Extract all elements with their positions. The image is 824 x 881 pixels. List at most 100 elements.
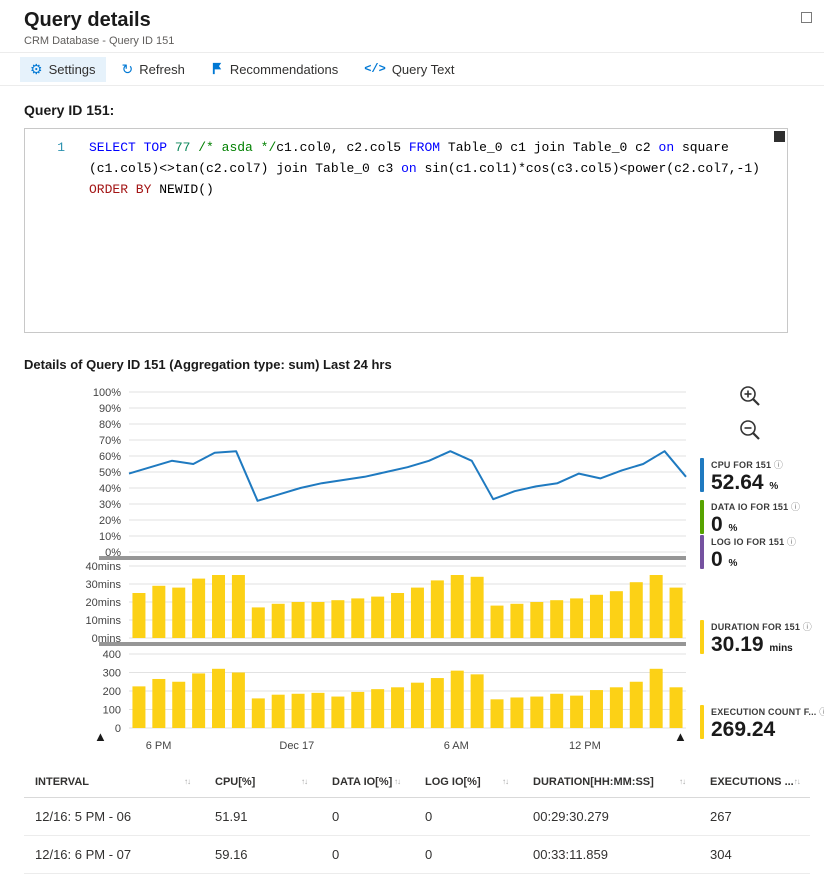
column-header-data-io[interactable]: DATA IO[%] ↑↓ — [332, 775, 401, 788]
sort-icon[interactable]: ↑↓ — [394, 777, 401, 786]
svg-text:0%: 0% — [105, 547, 121, 556]
cell-cpu: 51.91 — [215, 809, 248, 824]
legend-cpu-label: CPU FOR 151 — [711, 460, 772, 470]
zoom-in-icon[interactable] — [738, 384, 762, 408]
sql-editor: 1 SELECT TOP 77 /* asda */c1.col0, c2.co… — [24, 128, 788, 333]
svg-text:10mins: 10mins — [86, 615, 122, 627]
column-header-log-io[interactable]: LOG IO[%] ↑↓ — [425, 775, 509, 788]
toolbar-settings[interactable]: ⚙ Settings — [20, 56, 106, 82]
legend-data-io-value: 0 — [711, 513, 723, 536]
svg-text:0: 0 — [115, 723, 121, 732]
info-icon[interactable]: ⓘ — [802, 622, 812, 632]
info-icon[interactable]: ⓘ — [791, 502, 801, 512]
legend-executions-value: 269.24 — [711, 718, 776, 741]
table-row[interactable]: 12/16: 6 PM - 07 59.16 0 0 00:33:11.859 … — [24, 836, 810, 874]
legend-duration-label: DURATION FOR 151 — [711, 622, 801, 632]
toolbar-settings-label: Settings — [48, 61, 96, 77]
toolbar-refresh-label: Refresh — [139, 61, 185, 77]
legend-data-io-label: DATA IO FOR 151 — [711, 502, 789, 512]
sort-icon[interactable]: ↑↓ — [679, 777, 686, 786]
toolbar: ⚙ Settings ↻ Refresh Recommendations </>… — [0, 52, 824, 86]
code-icon: </> — [364, 62, 386, 76]
svg-text:200: 200 — [103, 686, 121, 698]
svg-text:30mins: 30mins — [86, 579, 122, 591]
svg-text:20mins: 20mins — [86, 597, 122, 609]
x-axis-label: Dec 17 — [279, 740, 315, 752]
column-header-duration[interactable]: DURATION[HH:MM:SS] ↑↓ — [533, 775, 686, 788]
x-axis-label: 6 AM — [443, 740, 469, 752]
svg-text:100: 100 — [103, 705, 121, 717]
legend-color-bar — [700, 535, 704, 569]
svg-text:30%: 30% — [99, 499, 121, 511]
cell-data-io: 0 — [332, 809, 340, 824]
cell-duration: 00:33:11.859 — [533, 847, 608, 862]
column-header-interval[interactable]: INTERVAL ↑↓ — [35, 775, 191, 788]
charts-area: 0% 10% 20% 30% 40% 50% 60% 70% 80% 90% 100% 0mins 1… — [24, 384, 824, 756]
info-icon[interactable]: ⓘ — [773, 460, 784, 470]
info-icon[interactable]: ⓘ — [787, 537, 797, 547]
executions-bar-chart[interactable]: 0 100 200 300 400 — [24, 646, 692, 732]
cell-interval: 12/16: 6 PM - 07 — [35, 847, 132, 862]
recommendations-icon — [211, 62, 224, 77]
sort-icon[interactable]: ↑↓ — [502, 777, 509, 786]
svg-text:50%: 50% — [99, 467, 121, 479]
x-axis-label: 12 PM — [569, 740, 601, 752]
cell-cpu: 59.16 — [215, 847, 248, 862]
range-handle-left[interactable]: ▲ — [94, 729, 107, 744]
line-number: 1 — [57, 140, 65, 155]
legend-color-bar — [700, 620, 704, 654]
svg-text:40mins: 40mins — [86, 561, 122, 573]
column-header-executions[interactable]: EXECUTIONS ... ↑↓ — [710, 775, 801, 788]
scrollbar-thumb[interactable] — [774, 131, 785, 142]
info-icon[interactable]: ⓘ — [819, 707, 824, 717]
toolbar-recommendations[interactable]: Recommendations — [201, 57, 348, 82]
column-header-cpu[interactable]: CPU[%] ↑↓ — [215, 775, 308, 788]
panel-header: Query details CRM Database - Query ID 15… — [0, 0, 824, 52]
sort-icon[interactable]: ↑↓ — [184, 777, 191, 786]
toolbar-query-text-label: Query Text — [391, 61, 455, 77]
cell-data-io: 0 — [332, 847, 340, 862]
duration-bar-chart[interactable]: 0mins 10mins 20mins 30mins 40mins — [24, 560, 692, 642]
sort-icon[interactable]: ↑↓ — [793, 777, 801, 786]
legend-log-io-value: 0 — [711, 548, 723, 571]
page-title: Query details — [24, 9, 151, 31]
cell-executions: 267 — [710, 809, 732, 824]
x-axis: 6 PM Dec 17 6 AM 12 PM — [24, 732, 824, 756]
range-track-2[interactable] — [99, 642, 686, 646]
legend-log-io: LOG IO FOR 151 ⓘ 0 % — [700, 535, 796, 571]
query-id-label: Query ID 151: — [24, 102, 115, 118]
breadcrumb: CRM Database - Query ID 151 — [24, 35, 175, 47]
sql-code: SELECT TOP 77 /* asda */c1.col0, c2.col5… — [89, 140, 768, 197]
svg-text:300: 300 — [103, 668, 121, 680]
close-icon[interactable] — [801, 12, 812, 23]
legend-data-io: DATA IO FOR 151 ⓘ 0 % — [700, 500, 800, 536]
toolbar-refresh[interactable]: ↻ Refresh — [112, 57, 195, 82]
cell-executions: 304 — [710, 847, 732, 862]
svg-text:0mins: 0mins — [92, 633, 122, 642]
svg-text:10%: 10% — [99, 531, 121, 543]
legend-cpu-value: 52.64 — [711, 471, 764, 494]
cell-log-io: 0 — [425, 809, 433, 824]
legend-duration: DURATION FOR 151 ⓘ 30.19 mins — [700, 620, 812, 656]
details-heading: Details of Query ID 151 (Aggregation typ… — [24, 357, 392, 372]
table-row[interactable]: 12/16: 5 PM - 06 51.91 0 0 00:29:30.279 … — [24, 798, 810, 836]
svg-text:80%: 80% — [99, 419, 121, 431]
zoom-out-icon[interactable] — [738, 418, 762, 442]
legend-executions: EXECUTION COUNT F... ⓘ 269.24 — [700, 705, 824, 741]
toolbar-recommendations-label: Recommendations — [229, 61, 339, 77]
legend-executions-label: EXECUTION COUNT F... — [711, 707, 817, 717]
cpu-line-chart[interactable]: 0% 10% 20% 30% 40% 50% 60% 70% 80% 90% 100% — [24, 384, 692, 556]
svg-text:90%: 90% — [99, 403, 121, 415]
range-handle-right[interactable]: ▲ — [674, 729, 687, 744]
svg-text:40%: 40% — [99, 483, 121, 495]
cell-duration: 00:29:30.279 — [533, 809, 609, 824]
range-track-1[interactable] — [99, 556, 686, 560]
svg-text:100%: 100% — [93, 387, 121, 399]
sort-icon[interactable]: ↑↓ — [301, 777, 308, 786]
legend-color-bar — [700, 500, 704, 534]
x-axis-label: 6 PM — [145, 740, 172, 752]
refresh-icon: ↻ — [121, 61, 134, 77]
cell-log-io: 0 — [425, 847, 433, 862]
toolbar-query-text[interactable]: </> Query Text — [354, 57, 464, 82]
